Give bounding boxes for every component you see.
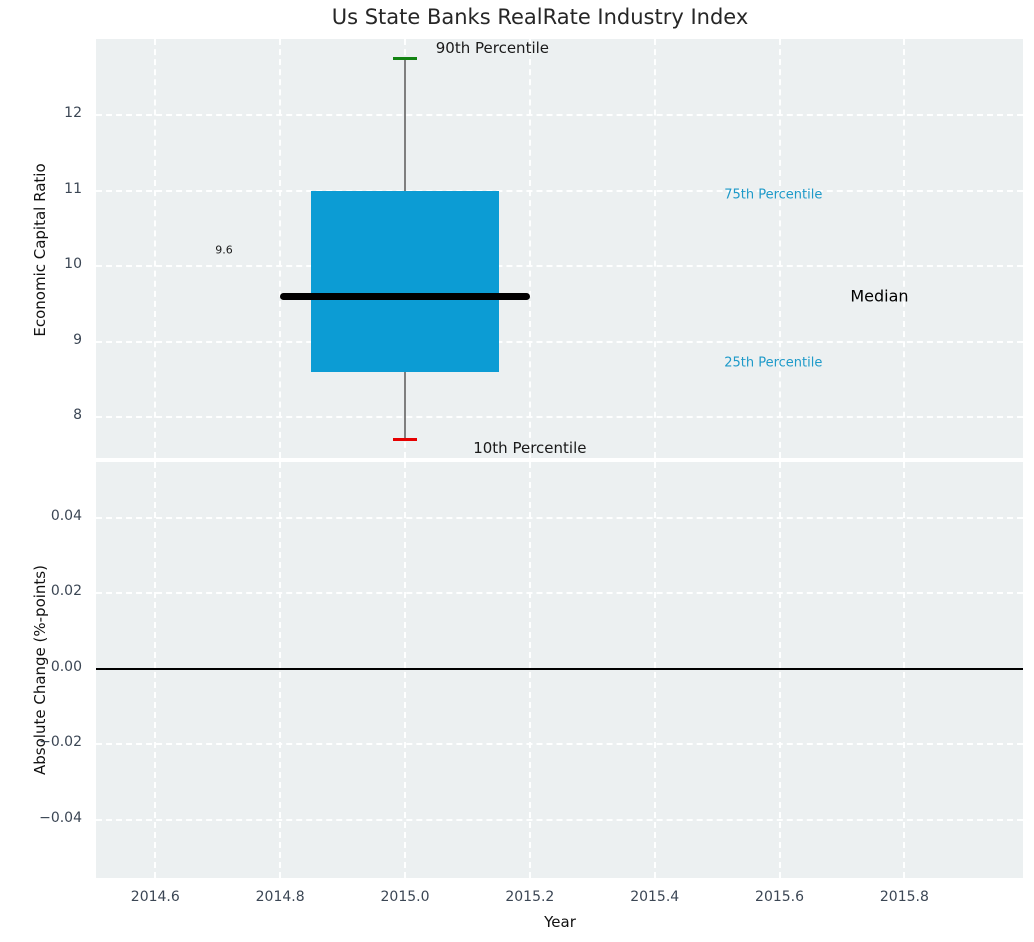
gridline-v bbox=[528, 39, 531, 458]
gridline-v bbox=[653, 39, 656, 458]
top-plot-area bbox=[96, 39, 1023, 458]
y-tick-label: 11 bbox=[64, 180, 82, 197]
median-line bbox=[280, 292, 530, 300]
zero-line bbox=[96, 667, 1023, 670]
gridline-h bbox=[96, 265, 1023, 268]
y-tick-label: 10 bbox=[64, 256, 82, 273]
gridline-h bbox=[96, 743, 1023, 746]
gridline-h bbox=[96, 818, 1023, 821]
annotation-median: Median bbox=[850, 286, 909, 306]
x-tick-label: 2015.4 bbox=[630, 889, 680, 905]
annotation-75th-percentile: 75th Percentile bbox=[724, 187, 823, 203]
gridline-v bbox=[279, 462, 282, 878]
y-tick-label: 8 bbox=[73, 407, 82, 424]
x-tick-label: 2014.8 bbox=[255, 889, 305, 905]
annotation-25th-percentile: 25th Percentile bbox=[724, 355, 823, 371]
gridline-v bbox=[154, 39, 157, 458]
gridline-h bbox=[96, 114, 1023, 117]
gridline-h bbox=[96, 592, 1023, 595]
x-tick-label: 2014.6 bbox=[130, 889, 180, 905]
annotation-10th-percentile: 10th Percentile bbox=[473, 439, 587, 458]
gridline-h bbox=[96, 340, 1023, 343]
y-tick-label: 12 bbox=[64, 105, 82, 122]
x-tick-label: 2015.2 bbox=[505, 889, 555, 905]
gridline-v bbox=[404, 462, 406, 878]
annotation-90th-percentile: 90th Percentile bbox=[435, 39, 550, 58]
gridline-v bbox=[778, 462, 781, 878]
x-tick-label: 2015.0 bbox=[380, 889, 430, 905]
x-axis-label: Year bbox=[544, 913, 576, 931]
whisker-cap-high bbox=[393, 57, 417, 61]
box bbox=[311, 190, 499, 372]
y-tick-label: 0.02 bbox=[50, 583, 82, 600]
gridline-v bbox=[903, 39, 906, 458]
gridline-v bbox=[154, 462, 157, 878]
x-tick-label: 2015.6 bbox=[755, 889, 805, 905]
gridline-v bbox=[903, 462, 906, 878]
gridline-h bbox=[96, 516, 1023, 519]
y-tick-label: 9 bbox=[73, 331, 82, 348]
gridline-v bbox=[653, 462, 656, 878]
y-tick-label: 0.04 bbox=[50, 507, 82, 524]
gridline-v bbox=[279, 39, 282, 458]
x-tick-label: 2015.8 bbox=[879, 889, 929, 905]
annotation-9-6: 9.6 bbox=[215, 243, 233, 257]
y-tick-label: −0.04 bbox=[39, 809, 82, 826]
gridline-v bbox=[528, 462, 531, 878]
bottom-plot-area bbox=[96, 462, 1023, 878]
gridline-v bbox=[778, 39, 781, 458]
y-tick-label: −0.02 bbox=[39, 734, 82, 751]
chart-title: Us State Banks RealRate Industry Index bbox=[331, 5, 749, 29]
whisker-cap-low bbox=[393, 438, 417, 442]
y-tick-label: 0.00 bbox=[50, 658, 82, 675]
gridline-h bbox=[96, 189, 1023, 192]
gridline-h bbox=[96, 416, 1023, 419]
